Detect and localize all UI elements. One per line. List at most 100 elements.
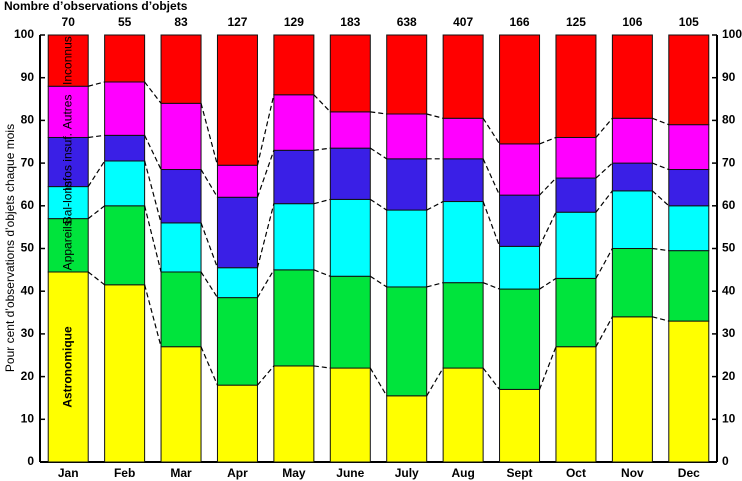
bar-segment (386, 209, 428, 288)
bar-segment (104, 284, 146, 463)
series-label: Inconnus (60, 36, 74, 85)
bar-segment (386, 286, 428, 397)
bar-segment (273, 365, 315, 463)
connector (313, 198, 331, 205)
bar-segment (329, 147, 371, 200)
y-tick-label-right: 70 (722, 155, 736, 169)
y-tick-label-right: 80 (722, 113, 736, 127)
connector (652, 247, 669, 252)
count-label: 129 (284, 15, 304, 29)
bar-segment (386, 34, 428, 115)
bar-segment (555, 277, 597, 348)
y-tick-label-right: 30 (722, 326, 736, 340)
series-label: Infos insuf. (60, 133, 74, 191)
connector (426, 367, 444, 397)
bar-segment (386, 158, 428, 211)
x-tick-label: Jan (58, 466, 79, 480)
bar-segment (555, 211, 597, 279)
bar-segment (160, 222, 202, 273)
bar-segment (273, 269, 315, 367)
bar-segment (611, 316, 653, 463)
bar-segment (329, 198, 371, 277)
x-tick-label: Dec (678, 466, 700, 480)
x-tick-label: June (336, 466, 364, 480)
connector (482, 117, 501, 145)
connector (313, 94, 331, 113)
series-label: Autres (60, 95, 74, 130)
bar-segment (611, 162, 653, 192)
bar-segment (273, 34, 315, 96)
bar-segment (216, 297, 258, 386)
y-tick-label-right: 60 (722, 198, 736, 212)
connector (595, 117, 613, 138)
bar-segment (329, 34, 371, 113)
bar-segment (442, 158, 484, 203)
connector (87, 271, 105, 286)
connector (369, 198, 388, 211)
bar-segment (386, 113, 428, 160)
y-tick-label-right: 40 (722, 283, 736, 297)
connector (426, 200, 444, 211)
bar-segment (499, 288, 541, 390)
count-label: 55 (118, 15, 132, 29)
bar-segment (104, 134, 146, 162)
x-tick-label: July (395, 466, 419, 480)
bar-segment (668, 124, 710, 171)
connector (652, 162, 670, 171)
y-tick-label: 10 (21, 411, 35, 425)
bar-segment (216, 34, 258, 166)
connector (539, 177, 557, 196)
bar-segment (611, 34, 653, 119)
connector (144, 205, 162, 273)
bar-segment (160, 346, 202, 463)
connector (313, 365, 331, 369)
x-tick-label: Apr (227, 466, 248, 480)
bar-segment (499, 34, 541, 145)
count-label: 125 (566, 15, 586, 29)
bar-segment (499, 388, 541, 463)
bar-segment (499, 245, 541, 290)
bar-segment (329, 275, 371, 369)
connector (200, 169, 218, 198)
connector (539, 211, 557, 247)
connector (88, 134, 105, 139)
bar-segment (47, 136, 89, 188)
x-tick-label: Aug (451, 466, 474, 480)
bar-segment (499, 143, 541, 196)
bar-segment (668, 205, 710, 252)
count-label: 183 (340, 15, 360, 29)
y-tick-label: 50 (21, 241, 35, 255)
connector (370, 111, 387, 115)
connector (426, 282, 444, 288)
connector (144, 284, 162, 347)
y-tick-label: 0 (27, 454, 34, 468)
bar-segment (442, 201, 484, 284)
connector (482, 367, 501, 390)
y-axis-title: Pour cent d’observations d’objets chaque… (3, 124, 17, 372)
connector (369, 275, 388, 288)
bar-segment (555, 136, 597, 179)
bar-segment (442, 367, 484, 463)
x-tick-label: Mar (170, 466, 192, 480)
connector (256, 269, 275, 298)
connector (482, 282, 500, 290)
count-label: 127 (227, 15, 247, 29)
bar-segment (611, 190, 653, 249)
connector (200, 103, 219, 166)
y-tick-label-right: 10 (722, 411, 736, 425)
bar-segment (499, 194, 541, 247)
connector (538, 346, 557, 390)
bar-segment (555, 346, 597, 463)
bar-segment (216, 196, 258, 269)
bar-segment (442, 34, 484, 119)
connector (482, 201, 501, 247)
y-tick-label: 90 (21, 70, 35, 84)
bar-segment (668, 34, 710, 126)
x-tick-label: Oct (566, 466, 586, 480)
bar-segment (442, 117, 484, 160)
x-tick-label: Sept (507, 466, 533, 480)
y-tick-label: 60 (21, 198, 35, 212)
connector (144, 135, 162, 170)
bar-segment (668, 320, 710, 463)
